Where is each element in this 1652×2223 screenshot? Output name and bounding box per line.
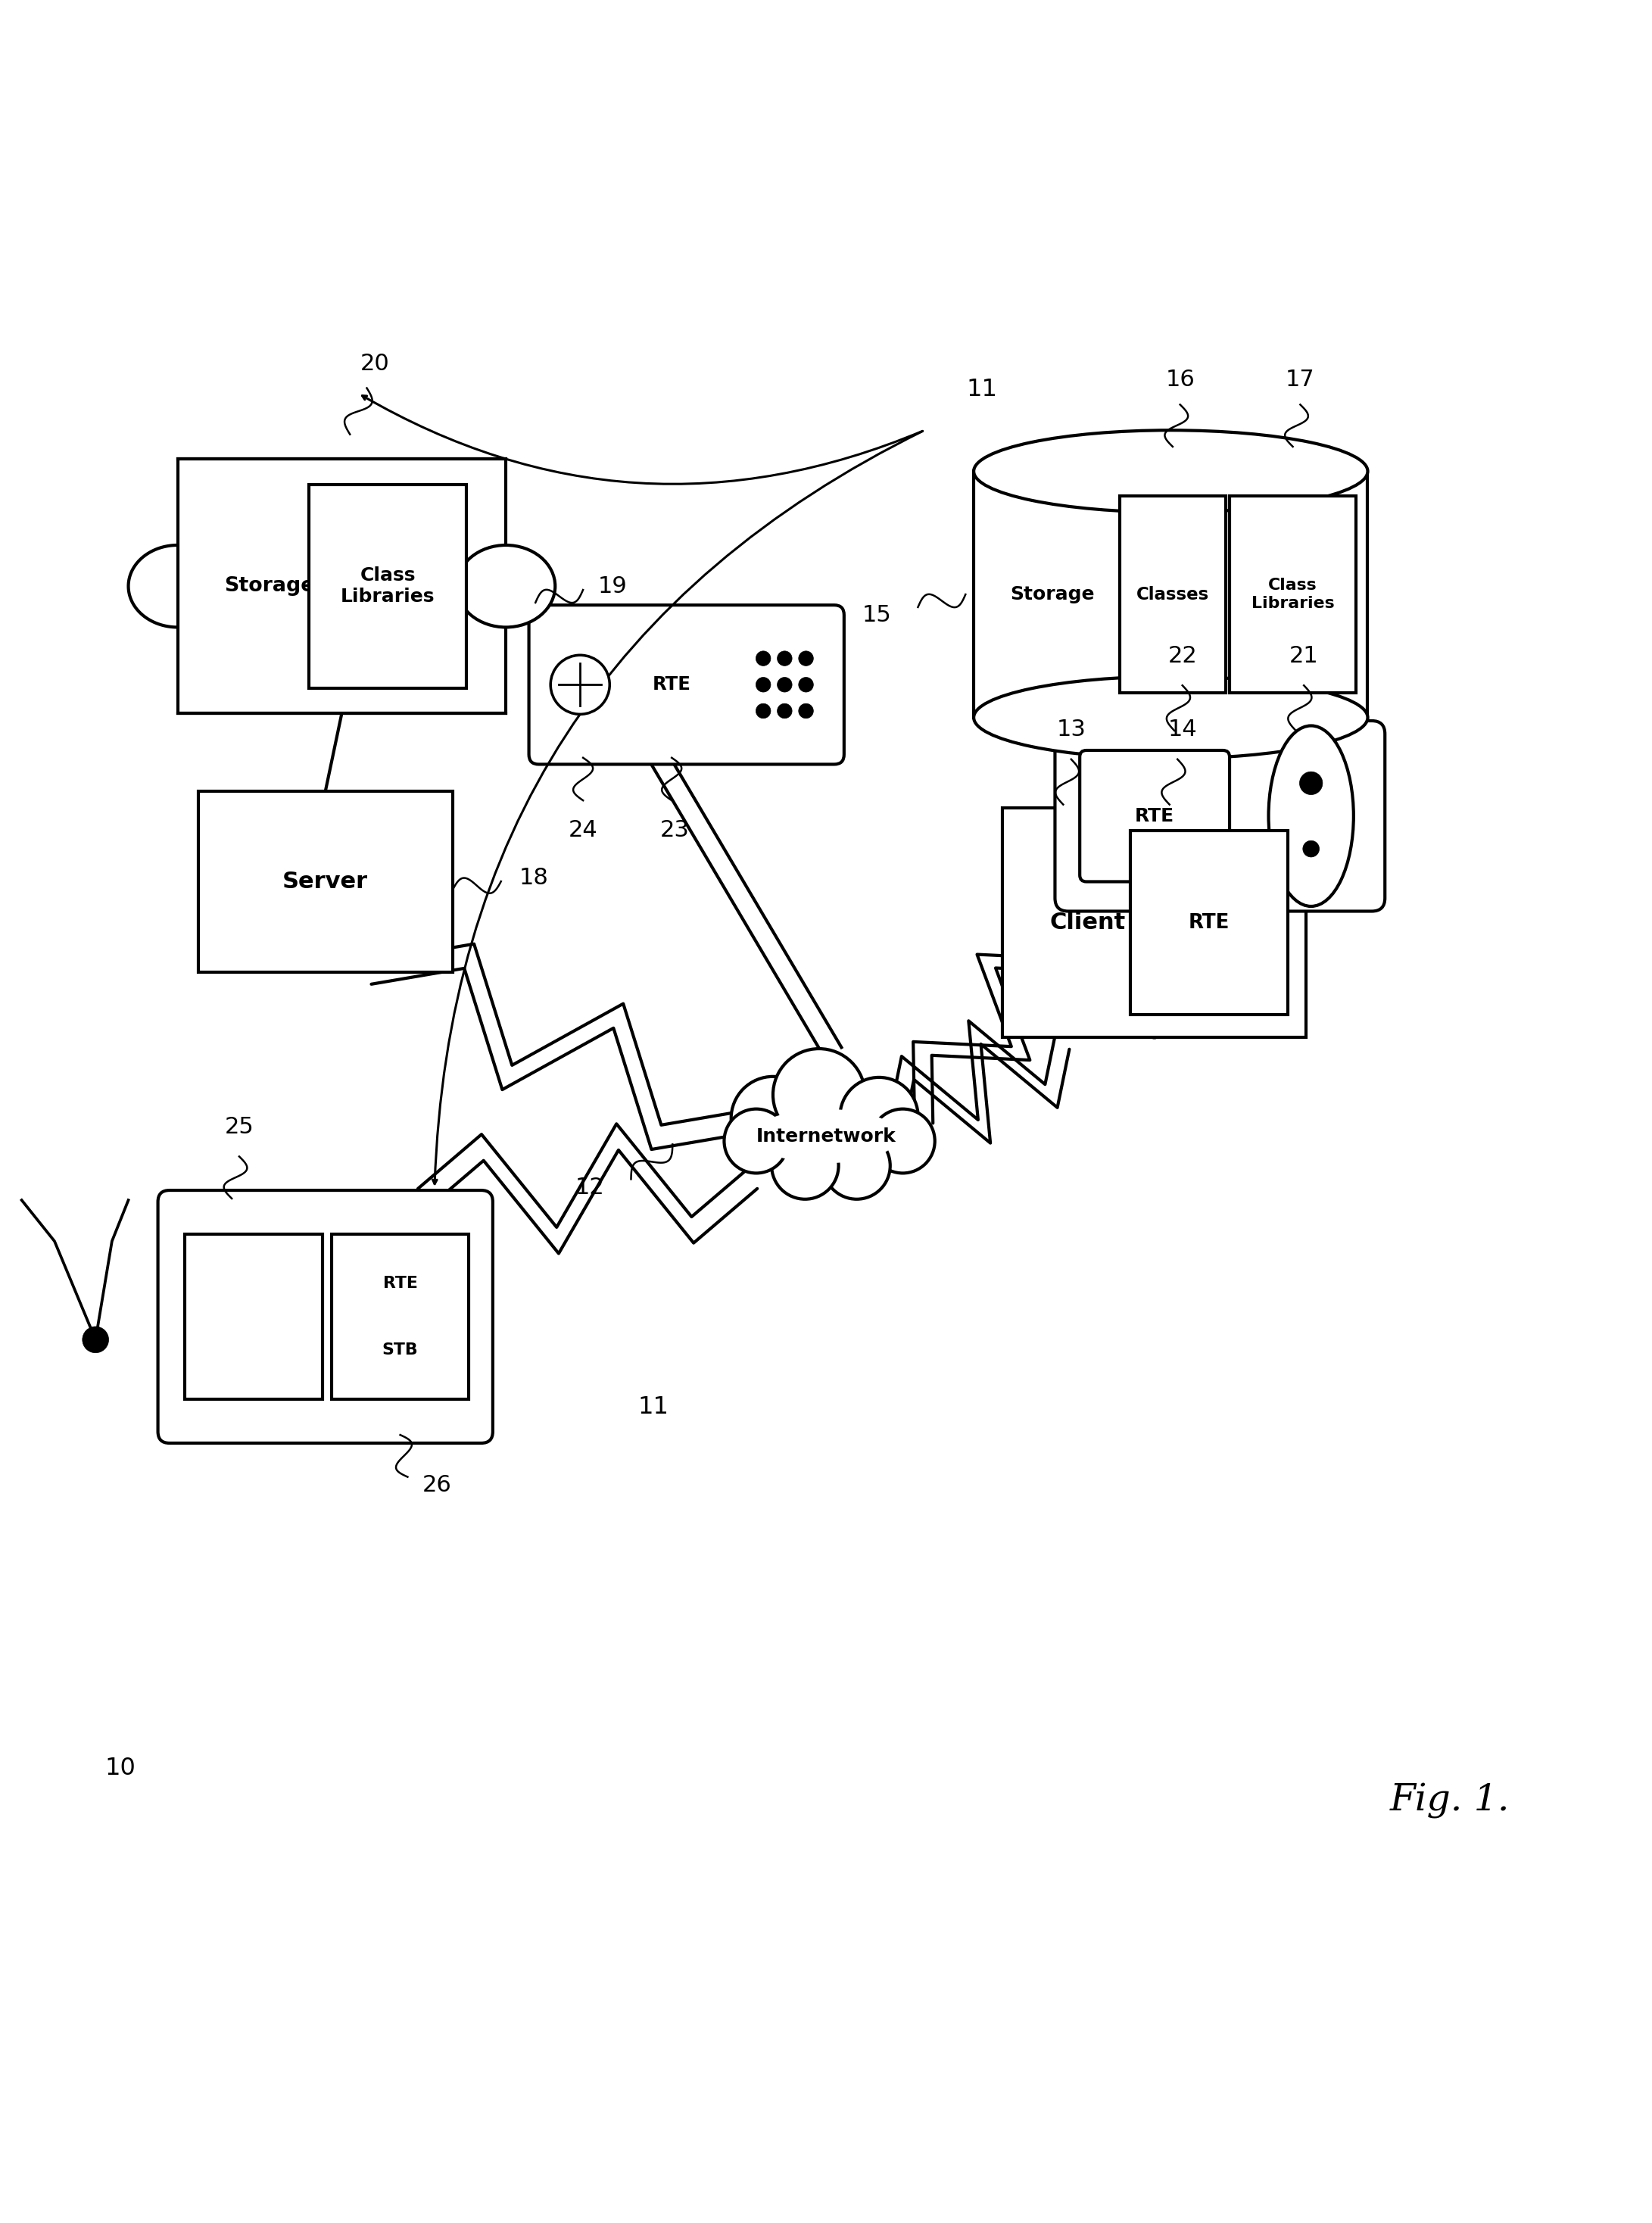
- Text: 11: 11: [638, 1396, 669, 1418]
- Text: Client: Client: [1049, 911, 1125, 934]
- Circle shape: [732, 1076, 814, 1160]
- Bar: [178, 458, 506, 714]
- Text: 12: 12: [575, 1176, 605, 1198]
- Text: RTE: RTE: [1135, 807, 1175, 825]
- Circle shape: [823, 1132, 890, 1198]
- Circle shape: [798, 678, 813, 691]
- Ellipse shape: [973, 676, 1368, 758]
- Text: 23: 23: [661, 818, 689, 840]
- Text: Class
Libraries: Class Libraries: [340, 567, 434, 607]
- Text: 13: 13: [1057, 718, 1085, 740]
- Circle shape: [757, 678, 771, 691]
- Text: 20: 20: [360, 353, 390, 373]
- Circle shape: [1300, 771, 1323, 794]
- Text: 22: 22: [1168, 645, 1198, 667]
- Circle shape: [839, 1078, 919, 1156]
- Text: 25: 25: [225, 1116, 254, 1138]
- Circle shape: [798, 651, 813, 667]
- FancyBboxPatch shape: [529, 605, 844, 765]
- Circle shape: [771, 1132, 839, 1198]
- Circle shape: [724, 1109, 788, 1174]
- Circle shape: [776, 651, 791, 667]
- Circle shape: [776, 678, 791, 691]
- Bar: [309, 485, 466, 687]
- Text: 26: 26: [423, 1474, 453, 1496]
- Text: RTE: RTE: [1188, 914, 1229, 934]
- FancyBboxPatch shape: [1056, 720, 1384, 911]
- Text: 15: 15: [862, 605, 892, 627]
- Text: RTE: RTE: [383, 1276, 418, 1292]
- Ellipse shape: [753, 1109, 899, 1163]
- FancyBboxPatch shape: [1080, 751, 1229, 883]
- Text: Class
Libraries: Class Libraries: [1251, 578, 1335, 611]
- Text: Internetwork: Internetwork: [757, 1127, 895, 1145]
- Circle shape: [757, 702, 771, 718]
- Text: 18: 18: [519, 867, 548, 889]
- Bar: [185, 1234, 322, 1400]
- FancyBboxPatch shape: [159, 1189, 492, 1443]
- Ellipse shape: [1269, 725, 1353, 907]
- Text: 16: 16: [1165, 369, 1194, 391]
- Text: 24: 24: [568, 818, 598, 840]
- Bar: [332, 1234, 469, 1400]
- Text: 14: 14: [1168, 718, 1198, 740]
- Circle shape: [776, 702, 791, 718]
- Circle shape: [550, 656, 610, 714]
- Text: 10: 10: [104, 1756, 135, 1781]
- Circle shape: [757, 651, 771, 667]
- Bar: [1120, 496, 1226, 694]
- Text: 19: 19: [598, 576, 628, 598]
- Circle shape: [773, 1049, 866, 1140]
- Bar: [973, 471, 1368, 718]
- Circle shape: [83, 1327, 109, 1354]
- Text: Server: Server: [282, 871, 368, 894]
- Text: Storage: Storage: [1011, 585, 1095, 602]
- Text: 21: 21: [1289, 645, 1318, 667]
- Ellipse shape: [456, 545, 555, 627]
- Text: Classes: Classes: [1137, 585, 1209, 602]
- Text: Fig. 1.: Fig. 1.: [1389, 1783, 1510, 1818]
- Text: Storage: Storage: [225, 576, 316, 596]
- Text: 17: 17: [1285, 369, 1315, 391]
- Bar: [1229, 496, 1356, 694]
- Circle shape: [798, 702, 813, 718]
- Circle shape: [1303, 840, 1320, 858]
- Text: 11: 11: [966, 378, 998, 400]
- Bar: [1130, 831, 1289, 1014]
- Circle shape: [871, 1109, 935, 1174]
- Bar: [1003, 807, 1307, 1038]
- Bar: [198, 791, 453, 971]
- Text: STB: STB: [382, 1343, 418, 1358]
- Ellipse shape: [973, 431, 1368, 511]
- Text: RTE: RTE: [653, 676, 691, 694]
